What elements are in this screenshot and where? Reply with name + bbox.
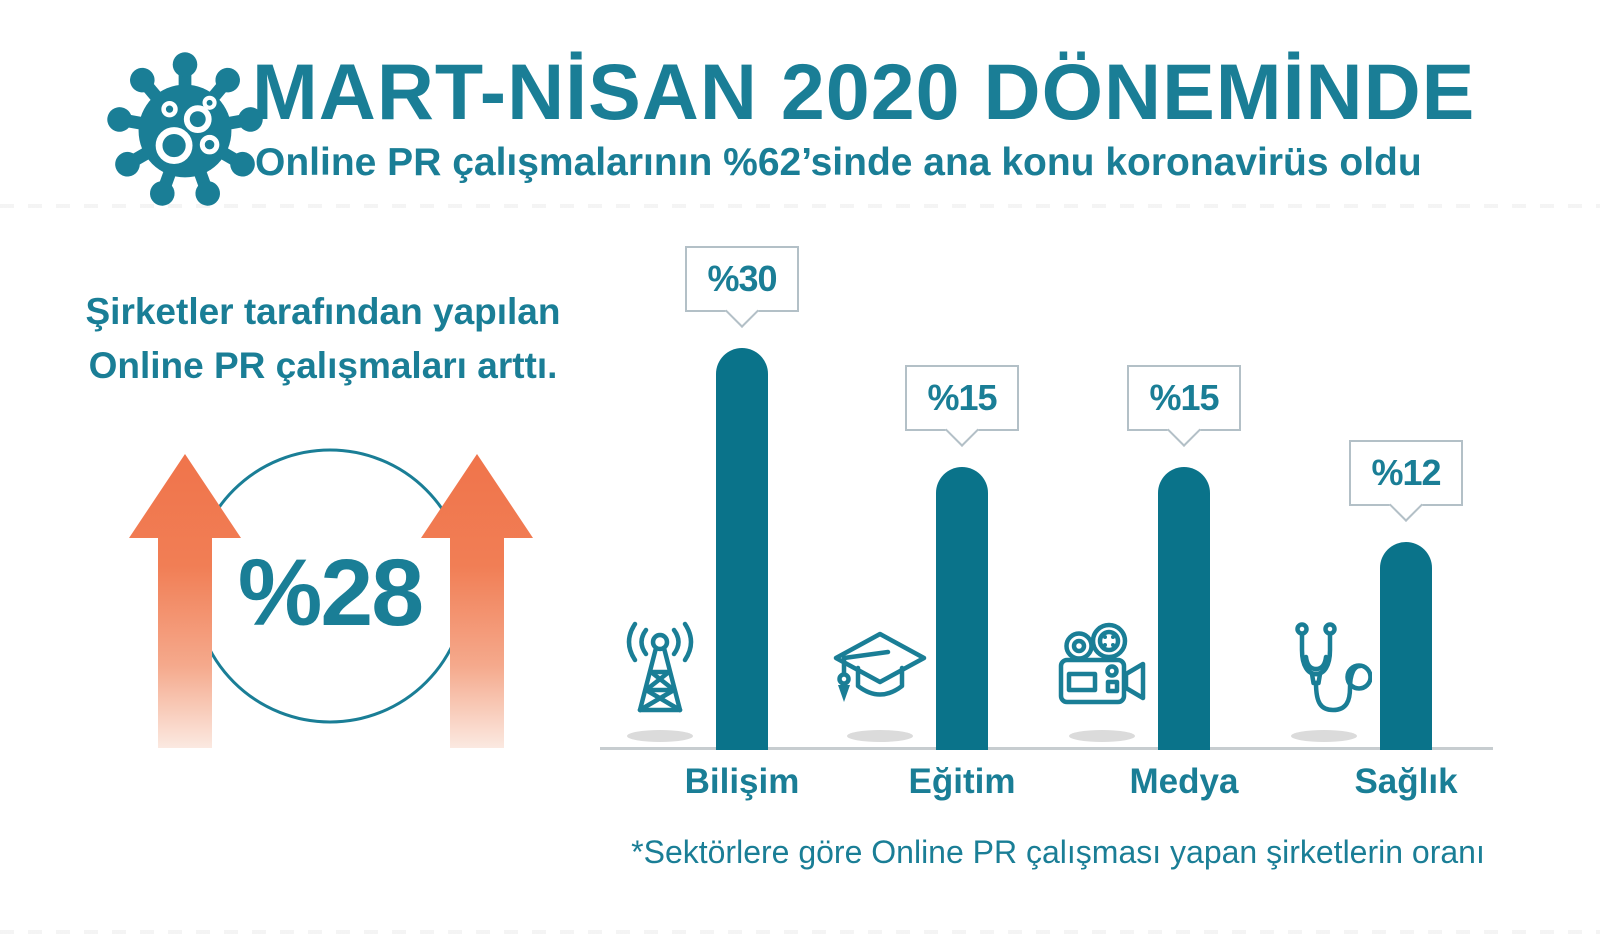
divider-dashes-bottom — [0, 930, 1600, 934]
chart-baseline — [600, 747, 1493, 750]
broadcast-tower-icon — [626, 621, 694, 713]
bar — [716, 348, 768, 750]
icon-shadow — [1291, 730, 1357, 742]
graduation-cap-icon — [833, 631, 927, 702]
growth-intro-text: Şirketler tarafından yapılan Online PR ç… — [84, 285, 562, 392]
bar — [936, 467, 988, 750]
page-subtitle: Online PR çalışmalarının %62’sinde ana k… — [255, 141, 1422, 184]
value-bubble: %30 — [685, 246, 799, 312]
chart-footnote: *Sektörlere göre Online PR çalışması yap… — [631, 834, 1485, 870]
page-title: MART-NİSAN 2020 DÖNEMİNDE — [252, 47, 1476, 136]
divider-dashes-top — [0, 204, 1600, 208]
growth-arrows-graphic — [129, 448, 533, 748]
icon-shadow — [627, 730, 693, 742]
bar — [1380, 542, 1432, 750]
up-arrow-icon — [421, 454, 533, 748]
growth-intro-line2: Online PR çalışmaları arttı. — [88, 344, 558, 386]
icon-shadow — [1069, 730, 1135, 742]
growth-intro-line1: Şirketler tarafından yapılan — [85, 291, 561, 332]
category-label: Medya — [1129, 762, 1239, 801]
video-camera-icon — [1058, 622, 1146, 705]
value-label: %15 — [927, 377, 997, 418]
value-bubble: %15 — [1127, 365, 1241, 431]
category-label: Sağlık — [1354, 762, 1458, 801]
category-label: Eğitim — [908, 762, 1016, 801]
value-bubble: %12 — [1349, 440, 1463, 506]
bar — [1158, 467, 1210, 750]
value-bubble: %15 — [905, 365, 1019, 431]
stethoscope-icon — [1295, 622, 1372, 713]
category-label: Bilişim — [684, 762, 800, 801]
value-label: %12 — [1371, 452, 1441, 493]
icon-shadow — [847, 730, 913, 742]
value-label: %15 — [1149, 377, 1219, 418]
growth-value: %28 — [237, 540, 424, 646]
value-label: %30 — [707, 258, 777, 299]
up-arrow-icon — [129, 454, 241, 748]
coronavirus-icon — [107, 52, 263, 206]
